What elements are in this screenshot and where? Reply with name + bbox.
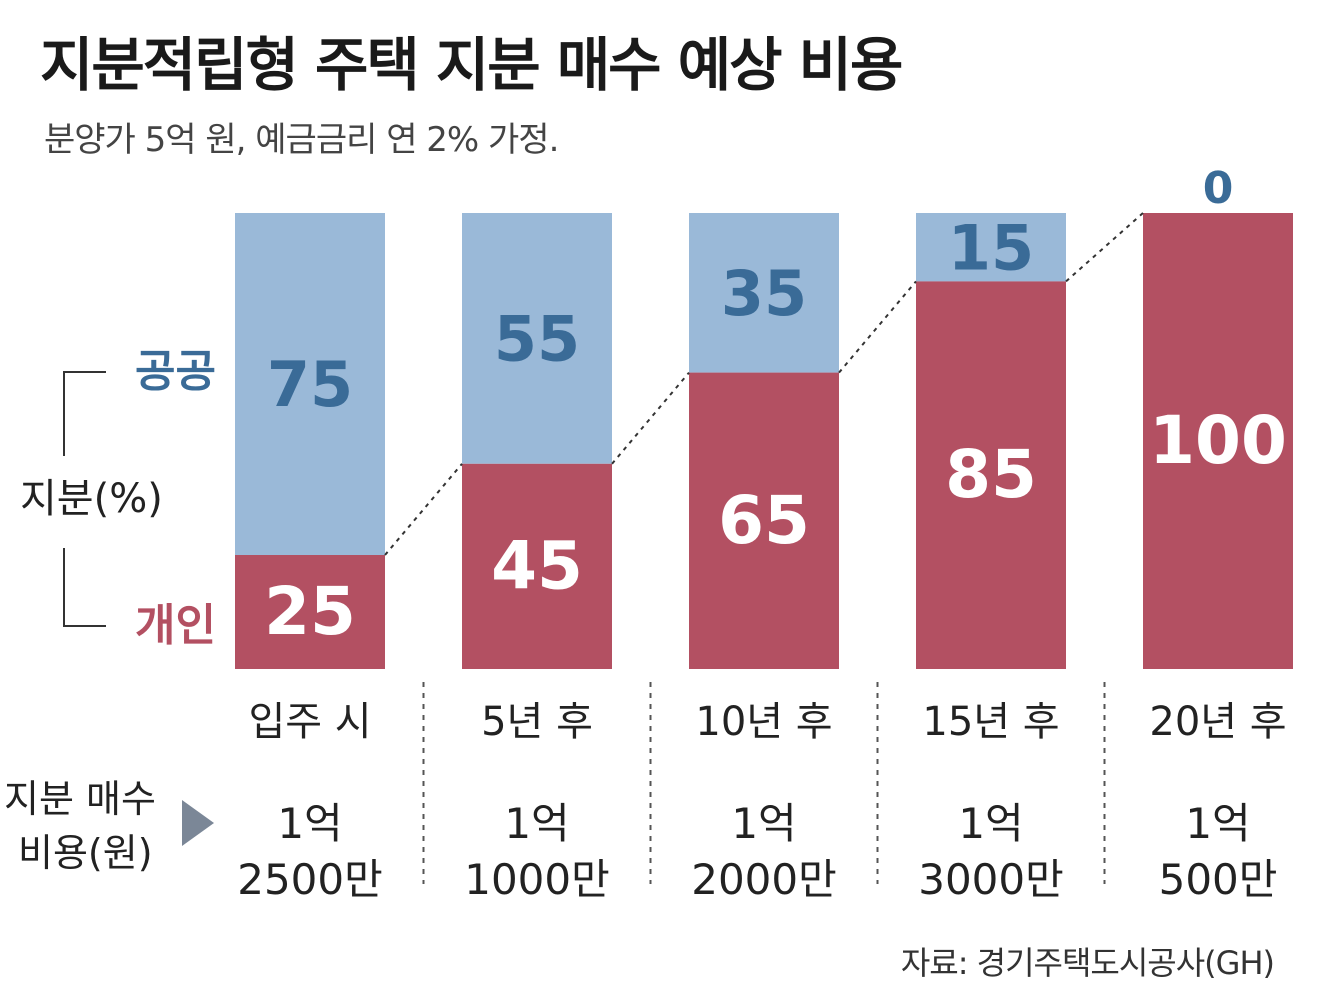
labels-group: 75 25 입주 시 1억 2500만 55 45 5년 후 1억 1000만 35 65 10년 후 1… [237,163,1287,904]
category-label: 15년 후 [922,699,1059,745]
category-label: 10년 후 [695,699,832,745]
data-label-public: 35 [721,257,807,330]
cost-value-line2: 2000만 [691,855,837,904]
legend-bracket [63,371,106,627]
trend-connectors [384,212,1144,556]
bar-private [462,463,612,669]
data-label-private: 45 [491,527,583,604]
category-label: 입주 시 [248,699,371,745]
cost-value-line2: 3000만 [918,855,1064,904]
bar-private [235,555,385,669]
y-axis-label: 지분(%) [20,476,163,522]
cost-value-line1: 1억 [504,799,569,848]
data-label-private: 100 [1149,402,1287,479]
data-label-public: 75 [267,348,353,421]
bar-public [689,213,839,373]
trend-connector [384,463,463,556]
bar-public [916,213,1066,282]
trend-connector [838,280,917,374]
data-label-public: 15 [948,211,1034,284]
data-label-private: 65 [718,482,810,559]
bar-public [235,213,385,555]
category-label: 5년 후 [481,699,593,745]
data-label-private: 85 [945,436,1037,513]
data-label-private: 25 [264,573,356,650]
cost-value-line2: 2500만 [237,855,383,904]
bar-private [916,281,1066,669]
chart-subtitle: 분양가 5억 원, 예금금리 연 2% 가정. [44,120,559,160]
trend-connector [1065,212,1144,283]
bar-private [689,372,839,669]
cost-value-line1: 1억 [277,799,342,848]
trend-connector [611,371,690,465]
column-separators [422,682,1106,884]
cost-value-line1: 1억 [958,799,1023,848]
cost-value-line1: 1억 [731,799,796,848]
cost-label-line1: 지분 매수 [4,777,156,821]
data-label-public: 0 [1203,163,1234,214]
cost-value-line1: 1억 [1185,799,1250,848]
bar-public [462,213,612,464]
cost-label-line2: 비용(원) [18,831,153,875]
source-note: 자료: 경기주택도시공사(GH) [900,944,1275,982]
bar-private [1143,213,1293,669]
cost-value-line2: 500만 [1159,855,1278,904]
play-arrow-icon [182,800,214,846]
bars-group [235,213,1293,669]
chart-title: 지분적립형 주택 지분 매수 예상 비용 [40,31,903,99]
legend-private-label: 개인 [135,600,216,651]
legend-public-label: 공공 [135,346,216,397]
category-label: 20년 후 [1149,699,1286,745]
cost-value-line2: 1000만 [464,855,610,904]
data-label-public: 55 [494,302,580,375]
